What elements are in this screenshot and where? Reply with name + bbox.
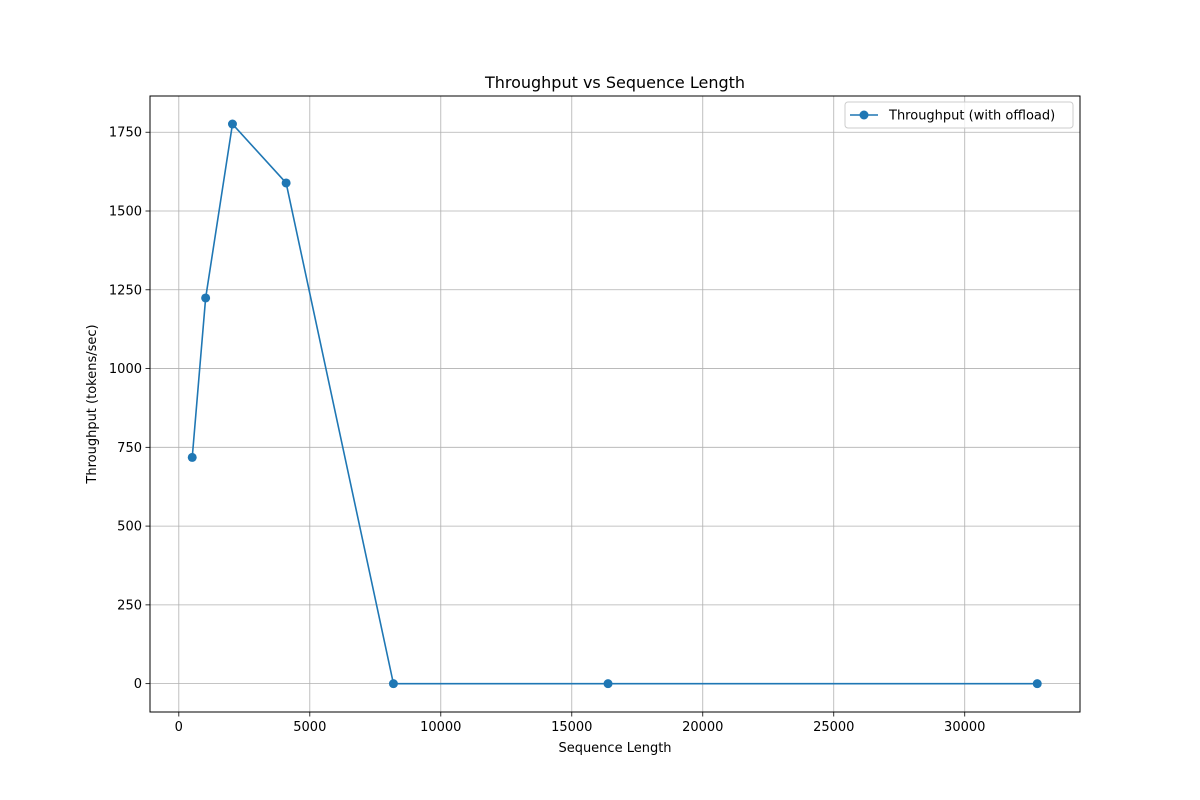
x-tick-label: 0 (175, 720, 183, 735)
x-tick-label: 25000 (813, 720, 854, 735)
data-point (1032, 679, 1042, 689)
grid (150, 96, 1080, 712)
y-tick-label: 1500 (109, 205, 142, 220)
x-tick-label: 20000 (682, 720, 723, 735)
x-tick-label: 10000 (420, 720, 461, 735)
x-tick-label: 5000 (293, 720, 326, 735)
legend-marker-swatch (859, 110, 869, 120)
legend-entry-label: Throughput (with offload) (888, 109, 1055, 124)
plot-frame (149, 95, 1081, 713)
data-point (281, 178, 291, 188)
axis-ticks: 0 5000 10000 15000 20000 25000 30000 0 250 500 750… (109, 126, 986, 735)
data-point (603, 679, 613, 689)
y-tick-label: 500 (117, 520, 142, 535)
plot-data (187, 119, 1042, 689)
y-tick-label: 1250 (109, 283, 142, 298)
x-tick-label: 30000 (944, 720, 985, 735)
legend-box (844, 101, 1074, 129)
data-point (227, 119, 237, 129)
data-point (201, 293, 211, 303)
y-tick-label: 750 (117, 441, 142, 456)
y-tick-label: 250 (117, 598, 142, 613)
data-point (388, 679, 398, 689)
y-tick-label: 1750 (109, 126, 142, 141)
y-axis-label: Throughput (tokens/sec) (85, 324, 100, 484)
x-axis-label: Sequence Length (558, 741, 671, 756)
chart-title: Throughput vs Sequence Length (484, 73, 745, 92)
legend: Throughput (with offload) (844, 101, 1074, 129)
data-point (187, 452, 197, 462)
x-tick-label: 15000 (551, 720, 592, 735)
y-tick-label: 1000 (109, 362, 142, 377)
y-tick-label: 0 (134, 677, 142, 692)
